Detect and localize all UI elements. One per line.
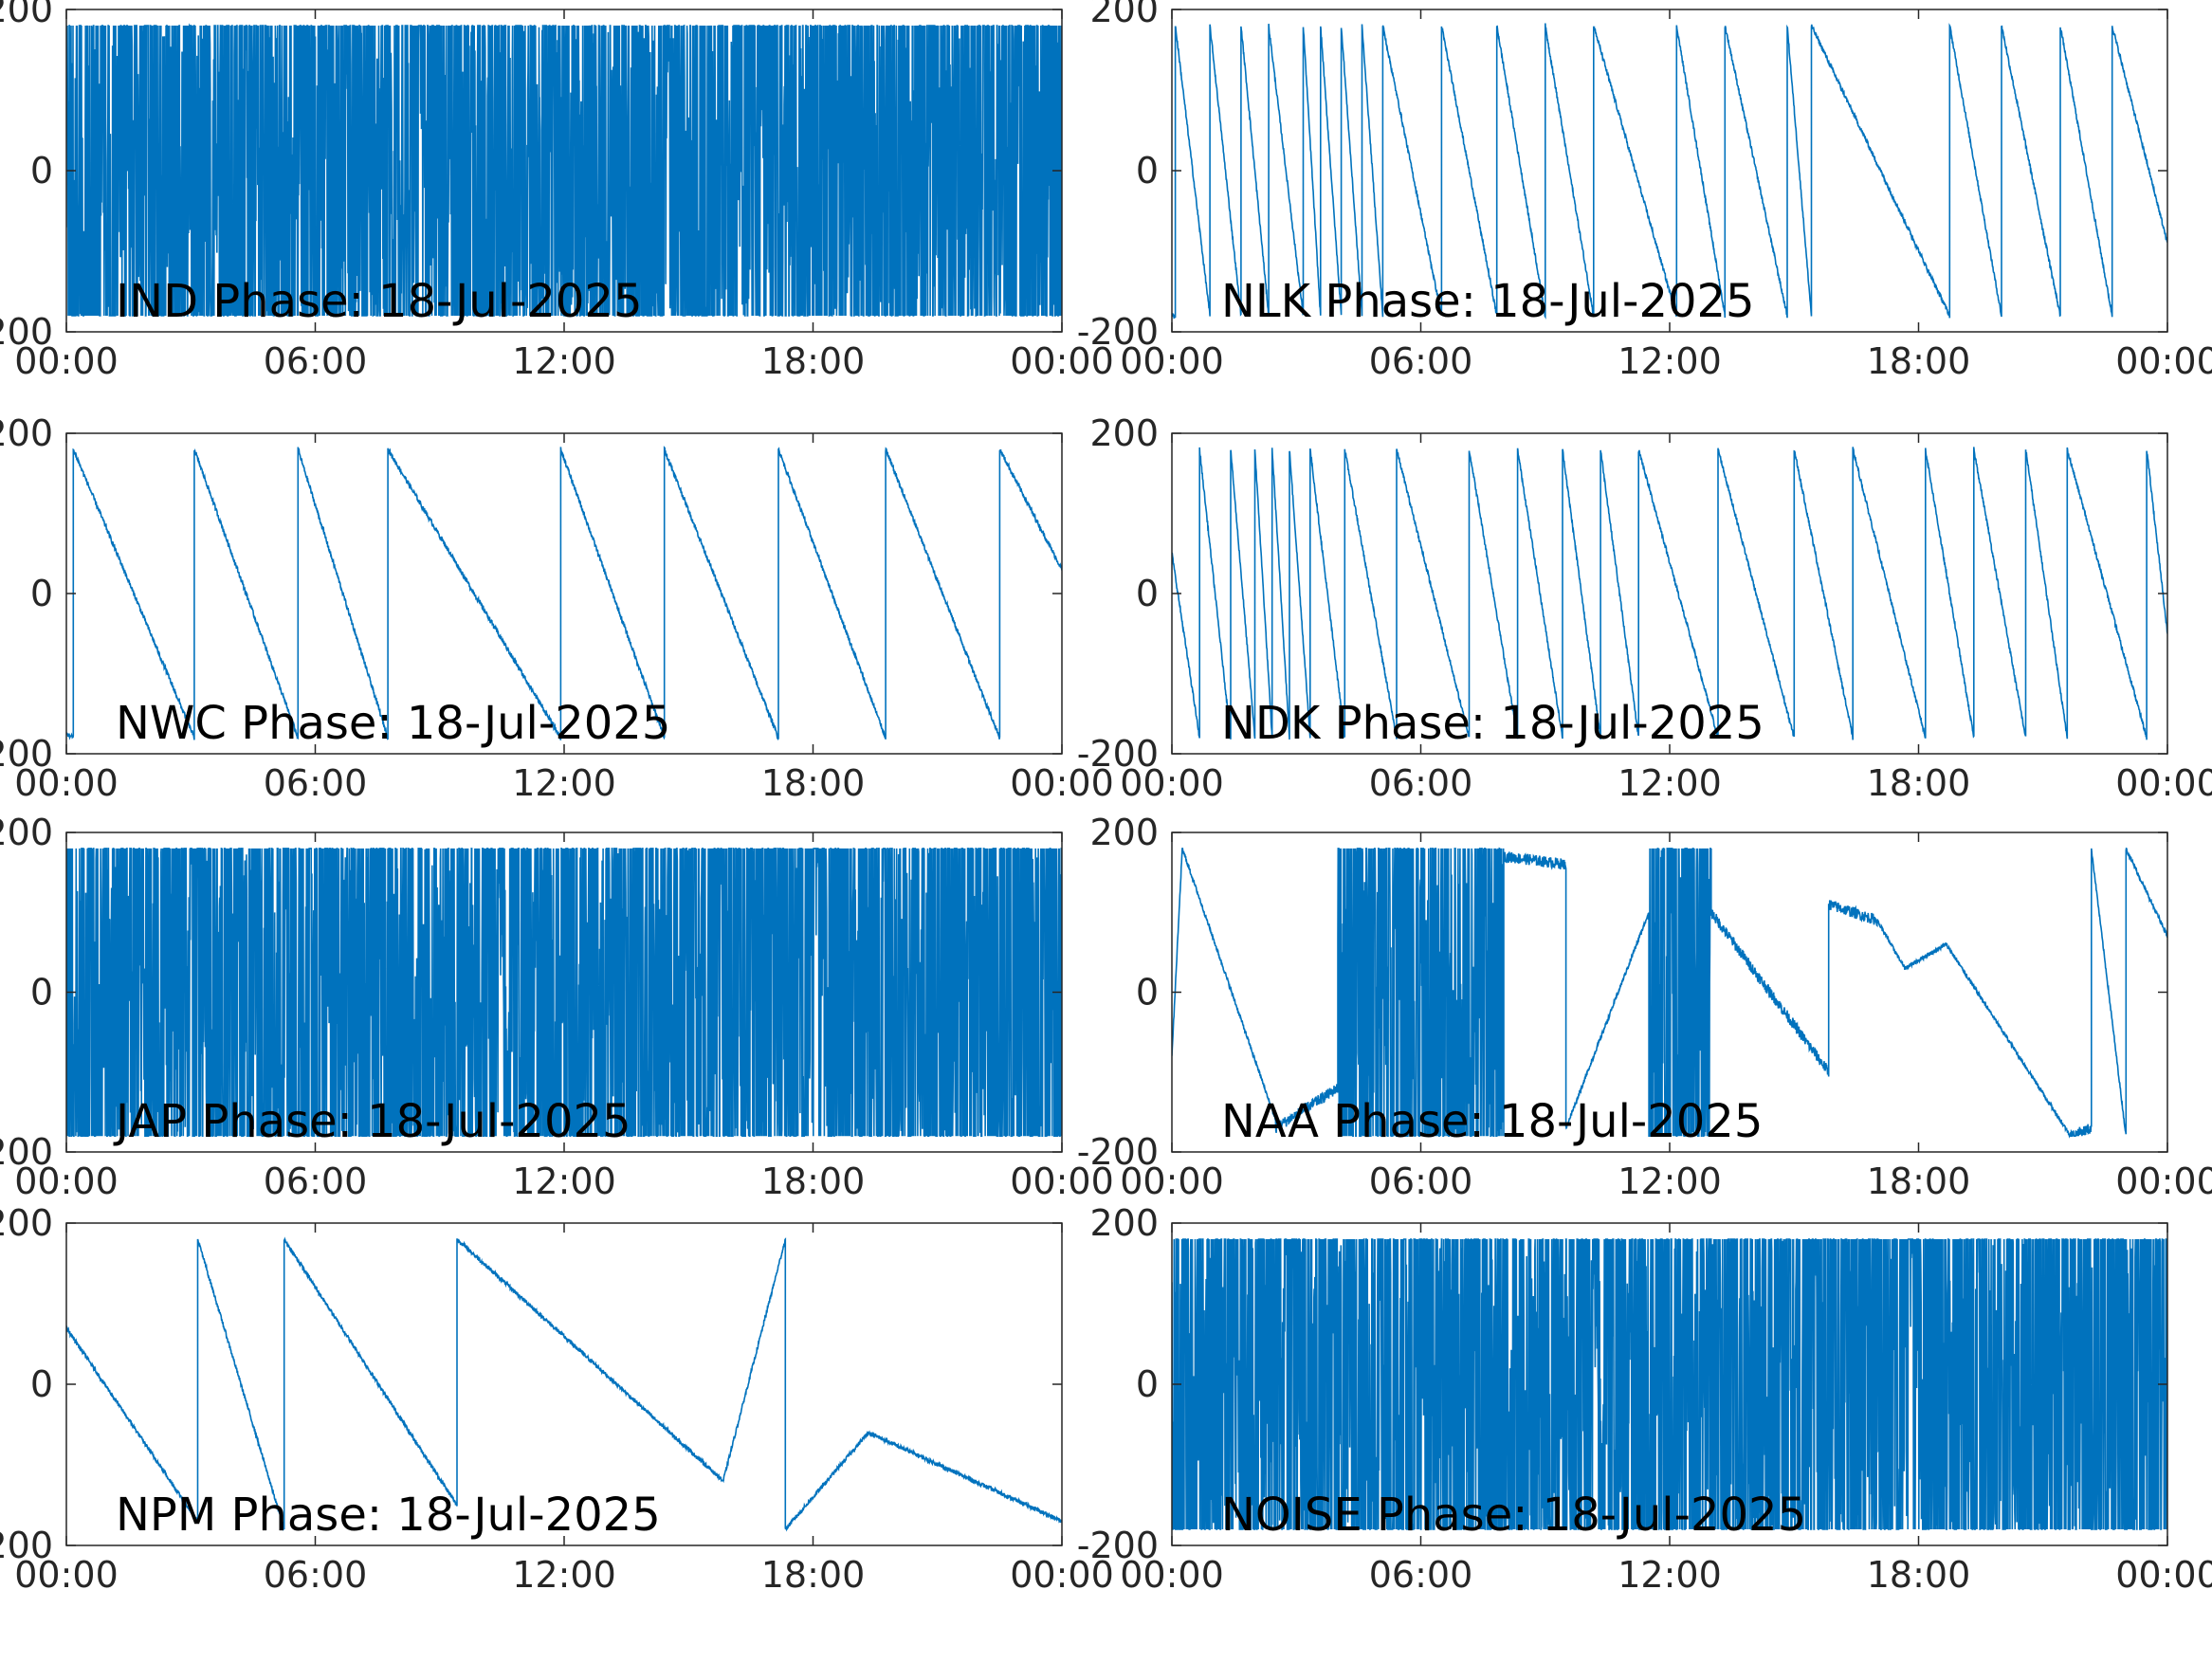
x-tick-label: 00:00 [2115,1160,2212,1202]
y-tick-label: 0 [1136,1363,1159,1405]
x-tick-label: 00:00 [1120,1160,1224,1202]
x-tick-label: 18:00 [1867,1160,1971,1202]
panel-title: JAP Phase: 18-Jul-2025 [113,1095,631,1148]
x-tick-label: 06:00 [1369,340,1473,382]
series-line [1172,1238,2167,1530]
x-tick-label: 00:00 [1120,1554,1224,1596]
x-tick-label: 18:00 [761,340,866,382]
x-tick-label: 18:00 [761,762,866,804]
series-line [1172,847,2167,1139]
x-tick-label: 06:00 [264,340,368,382]
x-tick-label: 12:00 [1618,762,1722,804]
y-tick-label: 200 [0,0,53,30]
x-tick-label: 06:00 [1369,1160,1473,1202]
x-tick-label: 18:00 [761,1554,866,1596]
y-tick-label: 0 [30,1363,53,1405]
x-tick-label: 12:00 [512,340,616,382]
x-tick-label: 06:00 [1369,762,1473,804]
x-tick-label: 00:00 [1010,1160,1114,1202]
y-tick-label: -200 [0,311,53,353]
x-tick-label: 00:00 [2115,1554,2212,1596]
panel-title: IND Phase: 18-Jul-2025 [116,275,643,328]
y-tick-label: 200 [0,1202,53,1244]
y-tick-label: 0 [30,972,53,1014]
panel-title: NAA Phase: 18-Jul-2025 [1221,1095,1763,1148]
y-tick-label: -200 [0,733,53,775]
x-tick-label: 12:00 [512,762,616,804]
y-tick-label: 200 [0,412,53,454]
panel-title: NLK Phase: 18-Jul-2025 [1221,275,1755,328]
x-tick-label: 00:00 [14,340,119,382]
y-tick-label: 200 [1089,412,1159,454]
x-tick-label: 12:00 [512,1554,616,1596]
y-tick-label: -200 [0,1525,53,1566]
x-tick-label: 00:00 [1120,762,1224,804]
series-line [66,848,1062,1137]
panel-title: NWC Phase: 18-Jul-2025 [116,697,670,750]
x-tick-label: 12:00 [1618,1554,1722,1596]
x-tick-label: 00:00 [14,1160,119,1202]
y-tick-label: 0 [1136,573,1159,614]
x-tick-label: 12:00 [512,1160,616,1202]
x-tick-label: 06:00 [264,1554,368,1596]
x-tick-label: 12:00 [1618,1160,1722,1202]
y-tick-label: -200 [1077,1131,1159,1173]
y-tick-label: 200 [1089,812,1159,853]
y-tick-label: 0 [30,150,53,192]
y-tick-label: 200 [1089,0,1159,30]
x-tick-label: 00:00 [1010,762,1114,804]
panel-title: NDK Phase: 18-Jul-2025 [1221,697,1764,750]
x-tick-label: 00:00 [2115,340,2212,382]
y-tick-label: 0 [30,573,53,614]
y-tick-label: 0 [1136,150,1159,192]
x-tick-label: 06:00 [1369,1554,1473,1596]
x-tick-label: 18:00 [1867,762,1971,804]
x-tick-label: 00:00 [1010,1554,1114,1596]
y-tick-label: 200 [1089,1202,1159,1244]
y-tick-label: 0 [1136,972,1159,1014]
x-tick-label: 18:00 [1867,340,1971,382]
y-tick-label: -200 [0,1131,53,1173]
y-tick-label: -200 [1077,311,1159,353]
x-tick-label: 00:00 [14,762,119,804]
y-tick-label: -200 [1077,1525,1159,1566]
x-tick-label: 00:00 [1120,340,1224,382]
x-tick-label: 06:00 [264,762,368,804]
series-line [1172,23,2167,320]
x-tick-label: 12:00 [1618,340,1722,382]
panel-title: NOISE Phase: 18-Jul-2025 [1221,1489,1806,1542]
panel-title: NPM Phase: 18-Jul-2025 [116,1489,661,1542]
series-line [66,1236,1062,1532]
series-line [1172,447,2167,740]
x-tick-label: 00:00 [1010,340,1114,382]
y-tick-label: 200 [0,812,53,853]
x-tick-label: 06:00 [264,1160,368,1202]
series-line [66,446,1062,740]
series-line [66,23,1062,317]
x-tick-label: 18:00 [761,1160,866,1202]
x-tick-label: 00:00 [14,1554,119,1596]
x-tick-label: 00:00 [2115,762,2212,804]
y-tick-label: -200 [1077,733,1159,775]
x-tick-label: 18:00 [1867,1554,1971,1596]
